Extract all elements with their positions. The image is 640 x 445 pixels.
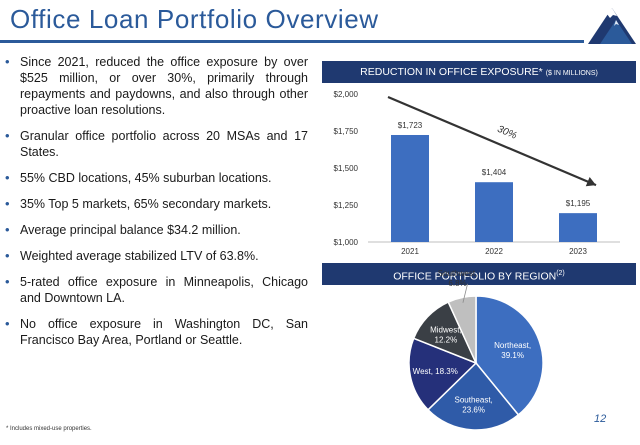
pie-slice-label: West, 18.3% xyxy=(413,367,458,376)
bullet-item: • Since 2021, reduced the office exposure… xyxy=(5,54,308,117)
bullet-icon: • xyxy=(5,128,10,143)
y-tick-label: $1,750 xyxy=(334,127,359,136)
bullet-icon: • xyxy=(5,54,10,69)
title-divider xyxy=(0,40,584,43)
pie-slice-northeast xyxy=(475,295,544,416)
bullet-item: • 55% CBD locations, 45% suburban locatio… xyxy=(5,170,272,185)
bullet-icon: • xyxy=(5,316,10,331)
bullet-icon: • xyxy=(5,170,10,185)
bar-chart-subtitle: ($ IN MILLIONS) xyxy=(545,70,598,77)
pie-slice-southeast xyxy=(426,361,520,431)
pie-slice-name: Southwest, xyxy=(438,269,478,278)
pie-slice-value: 6.8% xyxy=(448,279,466,288)
bar-2023 xyxy=(559,213,597,242)
bullet-item: • 35% Top 5 markets, 65% secondary market… xyxy=(5,196,272,211)
x-tick-label: 2023 xyxy=(569,247,587,256)
pie-slice-value: 12.2% xyxy=(435,335,458,344)
pie-slice-name: Midwest, xyxy=(430,325,462,334)
y-tick-label: $1,000 xyxy=(334,238,359,247)
bullet-icon: • xyxy=(5,196,10,211)
trend-arrowhead-icon xyxy=(585,177,596,187)
pie-chart-title-superscript: (2) xyxy=(556,270,565,277)
pie-leader-line xyxy=(462,283,468,303)
page-title: Office Loan Portfolio Overview xyxy=(10,4,379,34)
pie-slice-name: Southeast, xyxy=(455,395,493,404)
y-tick-label: $1,250 xyxy=(334,201,359,210)
bullet-icon: • xyxy=(5,222,10,237)
pie-chart-header: OFFICE PORTFOLIO BY REGION(2) xyxy=(322,263,636,285)
bar-value-label: $1,404 xyxy=(482,168,507,177)
bullet-icon: • xyxy=(5,274,10,289)
x-tick-label: 2021 xyxy=(401,247,419,256)
pie-slice-value: 39.1% xyxy=(501,351,524,360)
bullet-item: • No office exposure in Washington DC, Sa… xyxy=(5,316,308,347)
bar-value-label: $1,723 xyxy=(398,121,423,130)
bar-chart-header: REDUCTION IN OFFICE EXPOSURE* ($ IN MILL… xyxy=(322,61,636,83)
pie-chart-title: OFFICE PORTFOLIO BY REGION xyxy=(393,270,557,283)
bar-2022 xyxy=(475,182,513,242)
mountain-logo-icon xyxy=(588,8,636,44)
bullet-icon: • xyxy=(5,248,10,263)
trend-annotation: 30% xyxy=(496,124,519,142)
page-number: 12 xyxy=(594,413,607,425)
x-tick-label: 2022 xyxy=(485,247,503,256)
bullet-list: • Since 2021, reduced the office exposure… xyxy=(4,54,308,358)
pie-slice-value: 23.6% xyxy=(462,405,485,414)
bar-chart-title: REDUCTION IN OFFICE EXPOSURE* xyxy=(360,66,543,78)
bullet-item: • 5-rated office exposure in Minneapolis,… xyxy=(5,274,308,305)
pie-slice-west xyxy=(408,337,478,411)
pie-slice-southwest xyxy=(447,295,477,364)
y-tick-label: $1,500 xyxy=(334,164,359,173)
y-tick-label: $2,000 xyxy=(334,90,359,99)
bullet-item: • Granular office portfolio across 20 MSA… xyxy=(5,128,308,159)
bar-2021 xyxy=(391,134,429,242)
bar-value-label: $1,195 xyxy=(566,199,591,208)
trend-arrow-line xyxy=(387,95,597,187)
footnote: * Includes mixed-use properties. xyxy=(6,426,92,432)
pie-slice-name: Northeast, xyxy=(494,341,531,350)
bullet-item: • Average principal balance $34.2 million… xyxy=(5,222,241,237)
bullet-item: • Weighted average stabilized LTV of 63.8… xyxy=(5,248,259,263)
